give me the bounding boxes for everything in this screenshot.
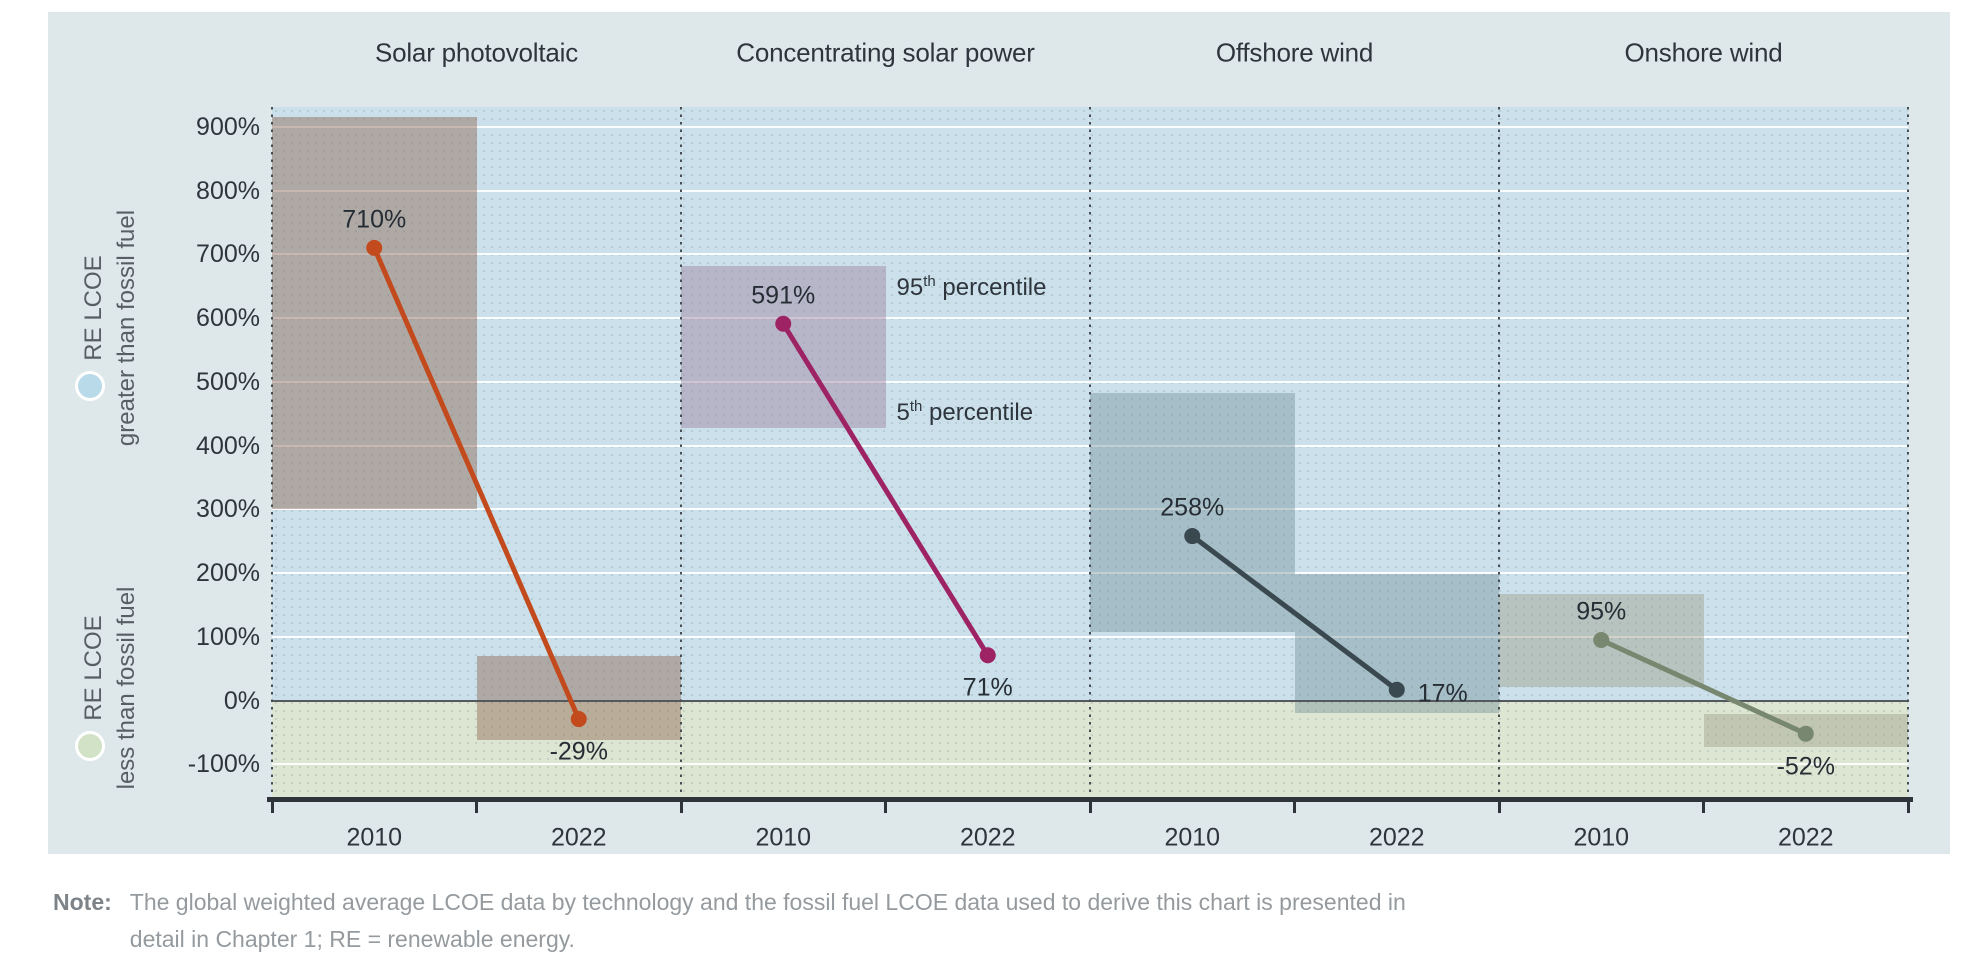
data-point xyxy=(775,315,792,332)
axis-tick xyxy=(270,802,274,813)
panel-divider xyxy=(1089,107,1091,800)
x-tick-label: 2010 xyxy=(755,823,812,852)
panel-divider xyxy=(1498,107,1500,800)
note-line-2: detail in Chapter 1; RE = renewable ener… xyxy=(129,926,575,952)
x-tick-label: 2010 xyxy=(346,823,403,852)
panel-title: Solar photovoltaic xyxy=(374,37,579,68)
data-point xyxy=(366,239,383,256)
greater-than-legend-dot-icon xyxy=(75,370,105,401)
y-tick-label: 500% xyxy=(196,367,260,396)
axis-tick xyxy=(679,802,683,813)
x-axis-line xyxy=(267,797,1913,802)
value-label: -29% xyxy=(549,737,608,766)
percentile-band xyxy=(681,265,886,429)
percentile-annotation: 95th percentile xyxy=(896,273,1047,302)
y-tick-label: 400% xyxy=(196,431,260,460)
figure-note: Note: The global weighted average LCOE d… xyxy=(53,884,1406,958)
axis-tick xyxy=(1906,802,1910,813)
data-point xyxy=(979,647,996,664)
x-tick-label: 2010 xyxy=(1164,823,1221,852)
value-label: -52% xyxy=(1776,752,1835,781)
panel-divider xyxy=(1907,107,1909,800)
trend-line xyxy=(1189,533,1400,693)
data-point xyxy=(1797,725,1814,742)
percentile-band xyxy=(1090,393,1295,632)
value-label: 258% xyxy=(1160,493,1225,522)
y-tick-label: 0% xyxy=(223,686,260,715)
y-group-label: RE LCOE less than fossil fuel xyxy=(75,523,145,853)
y-group-label-line1: RE LCOE xyxy=(75,138,110,518)
less-than-legend-dot-icon xyxy=(75,730,105,761)
axis-tick xyxy=(1702,802,1705,813)
y-tick-label: 700% xyxy=(196,240,260,269)
data-point xyxy=(1184,528,1201,545)
x-tick-label: 2022 xyxy=(550,823,607,852)
y-group-label-line2: less than fossil fuel xyxy=(113,586,140,790)
axis-tick xyxy=(475,802,478,813)
value-label: 17% xyxy=(1417,679,1468,708)
axis-tick xyxy=(1293,802,1296,813)
y-tick-label: 200% xyxy=(196,559,260,588)
data-point xyxy=(1388,681,1405,698)
panel-title: Concentrating solar power xyxy=(736,37,1035,68)
axis-tick xyxy=(1497,802,1501,813)
y-group-label-line1: RE LCOE xyxy=(75,523,110,853)
x-tick-label: 2022 xyxy=(959,823,1016,852)
value-label: 591% xyxy=(751,281,816,310)
panel-title: Onshore wind xyxy=(1624,37,1783,68)
trend-line xyxy=(780,321,991,658)
value-label: 95% xyxy=(1576,597,1627,626)
x-tick-label: 2010 xyxy=(1573,823,1630,852)
y-tick-label: 600% xyxy=(196,304,260,333)
percentile-annotation: 5th percentile xyxy=(896,397,1034,426)
panel-divider xyxy=(271,107,273,800)
trend-lines-layer xyxy=(366,239,1814,742)
x-tick-label: 2022 xyxy=(1368,823,1425,852)
trend-line xyxy=(371,245,582,722)
note-label: Note: xyxy=(53,889,112,915)
axis-tick xyxy=(1088,802,1092,813)
y-tick-label: -100% xyxy=(187,750,260,779)
axis-tick xyxy=(884,802,887,813)
y-tick-label: 800% xyxy=(196,176,260,205)
trend-line xyxy=(1598,637,1809,737)
note-line-1: The global weighted average LCOE data by… xyxy=(129,889,1406,915)
y-tick-label: 900% xyxy=(196,112,260,141)
y-group-label: RE LCOE greater than fossil fuel xyxy=(75,138,145,518)
x-tick-label: 2022 xyxy=(1777,823,1834,852)
percentile-band xyxy=(272,117,477,510)
y-group-label-line2: greater than fossil fuel xyxy=(113,209,140,447)
value-label: 710% xyxy=(342,205,407,234)
data-point xyxy=(570,711,587,728)
panel-title: Offshore wind xyxy=(1215,37,1374,68)
y-tick-label: 100% xyxy=(196,622,260,651)
y-tick-label: 300% xyxy=(196,495,260,524)
panel-divider xyxy=(680,107,682,800)
note-text: The global weighted average LCOE data by… xyxy=(130,884,1406,958)
value-label: 71% xyxy=(962,673,1013,702)
data-point xyxy=(1593,631,1610,648)
